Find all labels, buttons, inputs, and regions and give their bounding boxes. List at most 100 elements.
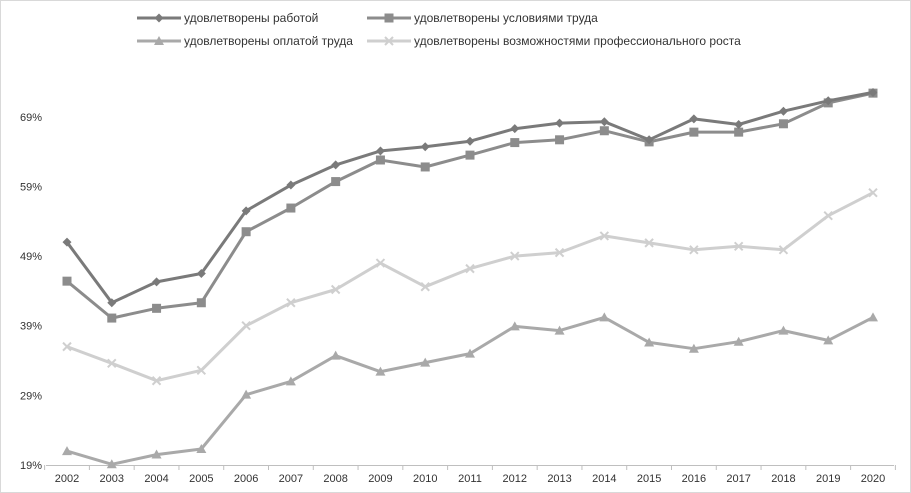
- data-point: [420, 357, 431, 367]
- data-point: [689, 245, 699, 255]
- x-tick-label: 2017: [726, 473, 750, 485]
- data-point: [151, 376, 162, 386]
- series-triangle: [62, 312, 878, 469]
- data-point: [330, 284, 341, 295]
- data-point: [286, 203, 296, 213]
- x-tick-label: 2007: [279, 473, 303, 485]
- legend-marker: [154, 36, 164, 45]
- x-tick-label: 2004: [144, 473, 168, 485]
- data-point: [285, 376, 296, 386]
- y-tick-label: 19%: [20, 460, 42, 472]
- series-square: [62, 88, 878, 323]
- data-point: [733, 241, 744, 252]
- series-x: [62, 188, 878, 386]
- data-point: [331, 177, 341, 187]
- x-tick-label: 2005: [189, 473, 213, 485]
- data-point: [868, 312, 878, 322]
- data-point-stroke-b: [823, 210, 833, 221]
- x-tick-label: 2018: [771, 473, 795, 485]
- data-point: [62, 237, 72, 247]
- data-point: [151, 449, 162, 459]
- data-point-stroke-b: [286, 298, 296, 308]
- data-point-stroke-b: [330, 284, 341, 295]
- data-point: [107, 313, 117, 323]
- data-point: [733, 336, 744, 346]
- legend: удовлетворены работой удовлетворены услов…: [137, 11, 741, 48]
- data-point-stroke-b: [62, 341, 72, 352]
- x-tick-label: 2014: [592, 473, 616, 485]
- data-point: [644, 337, 655, 347]
- legend-marker-stroke-b: [384, 36, 394, 46]
- data-point: [688, 343, 699, 353]
- data-point: [689, 114, 699, 124]
- data-point: [465, 150, 475, 160]
- x-tick-label: 2019: [816, 473, 840, 485]
- data-point: [331, 160, 341, 170]
- data-point-stroke-b: [689, 245, 699, 255]
- legend-marker: [384, 13, 394, 23]
- data-point: [196, 298, 206, 308]
- data-point-stroke-b: [196, 365, 207, 376]
- x-axis: 2002 2003 2004 2005 2006 2007 2008 2009 2010 2011…: [44, 465, 896, 485]
- data-point: [555, 135, 565, 145]
- legend-item: удовлетворены возможностями профессионал…: [367, 34, 741, 48]
- data-point: [510, 251, 520, 261]
- data-point: [241, 321, 251, 331]
- data-point: [599, 117, 609, 127]
- data-point: [375, 258, 386, 268]
- data-point: [152, 303, 162, 313]
- data-point-stroke-b: [375, 258, 386, 268]
- x-tick-label: 2008: [323, 473, 347, 485]
- legend-marker: [384, 36, 394, 46]
- x-tick-label: 2010: [413, 473, 437, 485]
- data-point: [599, 312, 610, 322]
- legend-item: удовлетворены оплатой труда: [137, 34, 353, 48]
- legend-label: удовлетворены условиями труда: [414, 11, 598, 25]
- data-point: [152, 277, 162, 287]
- data-point: [734, 127, 744, 137]
- data-point-stroke-b: [644, 238, 654, 248]
- legend-marker: [154, 13, 164, 23]
- data-point: [106, 459, 117, 469]
- data-point: [778, 245, 789, 255]
- data-point: [465, 348, 475, 358]
- data-point-stroke-b: [554, 247, 565, 258]
- data-point: [330, 350, 341, 360]
- data-point: [375, 155, 385, 165]
- data-point: [868, 87, 878, 97]
- data-point: [554, 325, 565, 335]
- x-tick-label: 2003: [100, 473, 124, 485]
- data-point-stroke-b: [241, 321, 251, 331]
- y-tick-label: 39%: [20, 321, 42, 333]
- data-point-stroke-b: [151, 376, 162, 386]
- data-point: [823, 210, 833, 221]
- data-point: [644, 135, 654, 145]
- data-point: [241, 227, 251, 237]
- data-point-stroke-b: [420, 282, 430, 292]
- data-point: [510, 124, 520, 134]
- data-point: [196, 443, 207, 453]
- y-tick-label: 69%: [20, 112, 42, 124]
- data-point: [555, 118, 565, 128]
- data-point-stroke-b: [868, 188, 878, 198]
- x-tick-label: 2002: [55, 473, 79, 485]
- data-point: [465, 263, 475, 274]
- data-point: [286, 180, 296, 190]
- data-point: [778, 119, 788, 129]
- legend-item: удовлетворены работой: [137, 11, 318, 25]
- data-point: [868, 188, 878, 198]
- data-point: [62, 446, 72, 456]
- data-point: [465, 136, 475, 146]
- x-tick-label: 2009: [368, 473, 392, 485]
- x-tick-label: 2012: [503, 473, 527, 485]
- data-point-stroke-b: [599, 231, 610, 241]
- data-point: [644, 238, 654, 248]
- x-tick-label: 2015: [637, 473, 661, 485]
- data-point: [375, 146, 385, 156]
- data-point: [823, 335, 834, 345]
- data-point-stroke-b: [733, 241, 744, 252]
- data-point-stroke-b: [465, 263, 475, 274]
- x-tick-label: 2016: [682, 473, 706, 485]
- y-tick-label: 49%: [20, 251, 42, 263]
- legend-item: удовлетворены условиями труда: [367, 11, 598, 25]
